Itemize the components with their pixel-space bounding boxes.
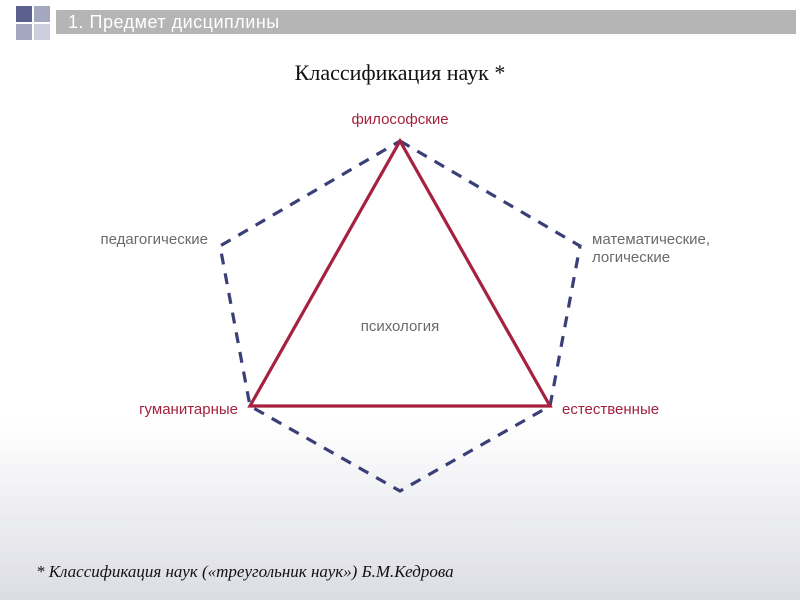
header-title: 1. Предмет дисциплины xyxy=(68,12,280,33)
vertex-label-right: естественные xyxy=(562,401,659,418)
vertex-label-top: философские xyxy=(351,111,448,128)
bullet-square xyxy=(34,6,50,22)
center-label: психология xyxy=(361,318,440,335)
header-bar: 1. Предмет дисциплины xyxy=(56,10,796,34)
triangle-outline xyxy=(250,141,550,406)
header-bullet-icon xyxy=(16,6,56,46)
bullet-square xyxy=(16,24,32,40)
hexagon-outline xyxy=(220,141,580,491)
bullet-square xyxy=(16,6,32,22)
vertex-label-top-right: математические,логические xyxy=(592,231,710,266)
vertex-label-top-left: педагогические xyxy=(100,231,208,248)
slide-subtitle: Классификация наук * xyxy=(0,60,800,86)
vertex-label-left: гуманитарные xyxy=(139,401,238,418)
bullet-square xyxy=(34,24,50,40)
diagram-container: психология философские математические,логи… xyxy=(0,86,800,506)
slide-header: 1. Предмет дисциплины xyxy=(0,0,800,42)
science-triangle-diagram: психология философские математические,логи… xyxy=(0,86,800,506)
footnote: * Классификация наук («треугольник наук»… xyxy=(36,562,454,582)
vertex-label-bottom: медицинские, технические xyxy=(307,503,493,506)
